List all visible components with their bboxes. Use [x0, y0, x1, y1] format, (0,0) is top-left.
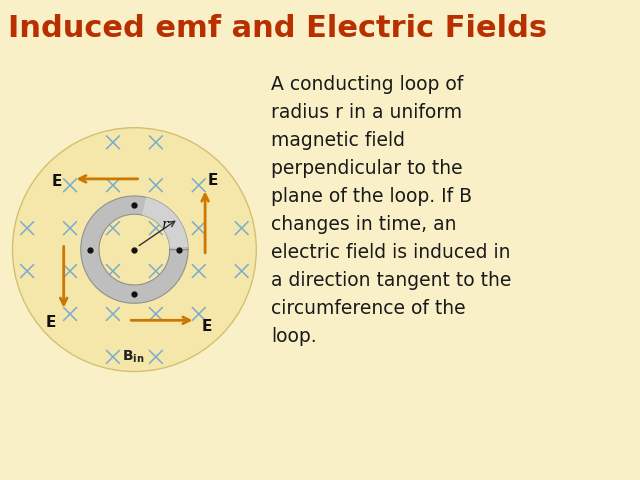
Polygon shape: [142, 197, 188, 248]
Text: r: r: [161, 218, 168, 232]
Text: E: E: [51, 174, 62, 189]
Circle shape: [13, 128, 256, 372]
Text: E: E: [207, 173, 218, 188]
Text: A conducting loop of
radius r in a uniform
magnetic field
perpendicular to the
p: A conducting loop of radius r in a unifo…: [271, 75, 511, 346]
Polygon shape: [81, 196, 188, 303]
Text: $\mathbf{B}_{\mathbf{in}}$: $\mathbf{B}_{\mathbf{in}}$: [122, 348, 145, 365]
Text: Induced emf and Electric Fields: Induced emf and Electric Fields: [8, 14, 547, 43]
Text: E: E: [202, 319, 212, 334]
Text: E: E: [45, 315, 56, 330]
